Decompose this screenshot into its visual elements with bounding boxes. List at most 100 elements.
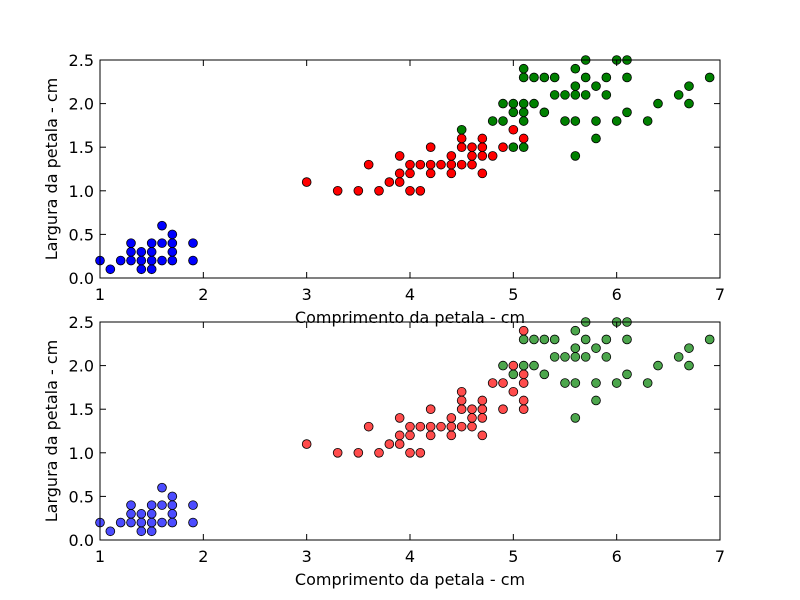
data-point-series-1 (508, 360, 519, 371)
data-point-series-0 (126, 517, 136, 528)
y-axis-label: Largura da petala - cm (42, 78, 61, 260)
data-point-series-0 (115, 517, 126, 528)
data-point-series-0 (146, 247, 157, 257)
data-point-series-2 (529, 98, 539, 109)
data-point-series-2 (539, 72, 550, 83)
data-point-series-0 (188, 517, 198, 528)
data-point-series-1 (456, 421, 467, 432)
data-point-series-2 (508, 107, 519, 118)
data-point-series-1 (425, 421, 436, 432)
data-point-series-2 (560, 116, 570, 126)
data-point-series-0 (136, 255, 147, 266)
data-point-series-0 (126, 500, 136, 510)
data-point-series-1 (384, 177, 395, 187)
data-point-series-1 (477, 133, 488, 144)
data-point-series-1 (405, 159, 415, 170)
x-tick-label: 2 (198, 285, 208, 304)
data-point-series-1 (467, 404, 477, 415)
data-point-series-1 (425, 142, 436, 153)
data-point-series-2 (673, 352, 684, 362)
data-point-series-0 (157, 517, 167, 528)
data-point-series-2 (549, 352, 560, 362)
data-point-series-1 (353, 186, 364, 196)
data-point-series-1 (477, 430, 488, 441)
data-point-series-1 (477, 168, 488, 179)
data-point-series-2 (684, 360, 694, 371)
data-point-series-2 (622, 369, 632, 380)
data-point-series-1 (415, 186, 426, 196)
data-point-series-2 (601, 72, 612, 83)
data-point-series-1 (415, 159, 426, 170)
data-point-series-1 (446, 168, 457, 179)
data-point-series-2 (539, 107, 550, 118)
data-point-series-1 (301, 439, 312, 449)
data-point-series-1 (415, 447, 426, 458)
data-point-series-1 (332, 186, 343, 196)
data-point-series-2 (518, 334, 529, 345)
data-point-series-0 (146, 509, 157, 519)
data-point-series-2 (539, 369, 550, 380)
data-points (95, 317, 715, 537)
x-tick-label: 5 (508, 285, 518, 304)
data-point-series-1 (394, 168, 405, 179)
data-point-series-2 (549, 72, 560, 83)
data-point-series-2 (508, 369, 519, 380)
data-point-series-0 (105, 264, 116, 275)
data-point-series-1 (456, 404, 467, 415)
data-point-series-2 (456, 124, 467, 135)
x-tick-label: 6 (612, 547, 622, 566)
data-point-series-0 (157, 500, 167, 510)
data-point-series-2 (518, 98, 529, 109)
data-point-series-2 (580, 334, 591, 345)
data-point-series-0 (167, 491, 178, 502)
x-tick-label: 1 (95, 547, 105, 566)
data-point-series-0 (126, 238, 136, 248)
data-point-series-2 (642, 378, 653, 388)
data-point-series-2 (704, 72, 715, 83)
data-point-series-1 (477, 413, 488, 423)
data-point-series-2 (529, 360, 539, 371)
data-point-series-0 (167, 500, 178, 510)
data-point-series-0 (136, 509, 147, 519)
data-points (95, 55, 715, 275)
data-point-series-1 (456, 159, 467, 170)
data-point-series-0 (157, 482, 167, 493)
data-point-series-2 (570, 63, 581, 74)
y-tick-label: 2.5 (69, 313, 94, 332)
data-point-series-2 (591, 395, 601, 406)
x-tick-label: 3 (302, 285, 312, 304)
data-point-series-1 (425, 430, 436, 441)
data-point-series-1 (384, 439, 395, 449)
data-point-series-1 (518, 404, 529, 415)
data-point-series-1 (518, 395, 529, 406)
data-point-series-2 (704, 334, 715, 345)
data-point-series-1 (374, 447, 384, 458)
data-point-series-0 (146, 264, 157, 275)
x-tick-label: 1 (95, 285, 105, 304)
data-point-series-2 (539, 334, 550, 345)
y-tick-label: 2.0 (69, 95, 94, 114)
data-point-series-1 (518, 325, 529, 336)
data-point-series-1 (436, 421, 446, 432)
x-tick-label: 2 (198, 547, 208, 566)
data-point-series-2 (611, 116, 622, 126)
data-point-series-2 (518, 116, 529, 126)
y-tick-label: 1.5 (69, 138, 94, 157)
data-point-series-0 (136, 247, 147, 257)
data-point-series-1 (456, 142, 467, 153)
data-point-series-1 (446, 151, 457, 161)
data-point-series-0 (146, 526, 157, 537)
data-point-series-2 (570, 116, 581, 126)
data-point-series-1 (446, 413, 457, 423)
y-axis-label: Largura da petala - cm (42, 340, 61, 522)
y-tick-label: 1.0 (69, 444, 94, 463)
data-point-series-1 (467, 413, 477, 423)
data-point-series-2 (684, 81, 694, 91)
data-point-series-2 (580, 90, 591, 100)
data-point-series-2 (570, 151, 581, 161)
data-point-series-1 (425, 159, 436, 170)
data-point-series-0 (136, 264, 147, 275)
data-point-series-2 (673, 90, 684, 100)
data-point-series-2 (601, 334, 612, 345)
